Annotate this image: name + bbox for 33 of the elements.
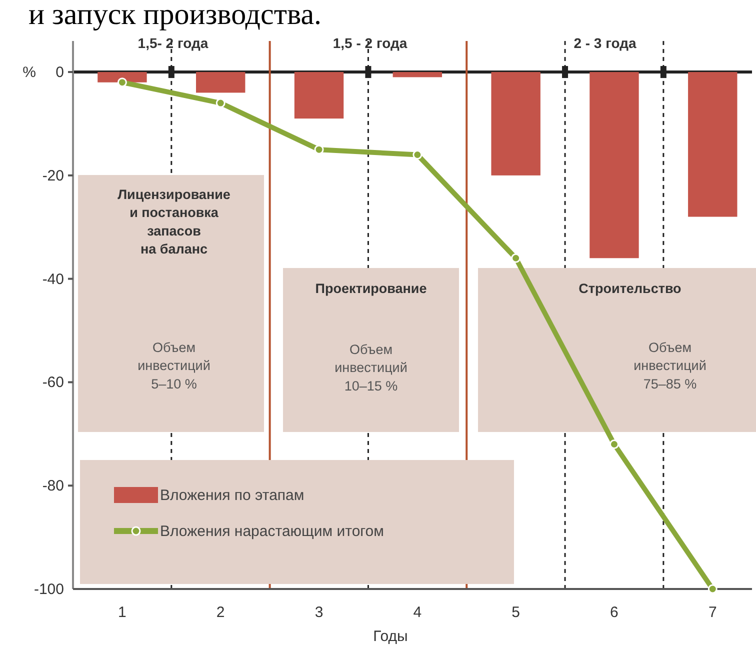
x-tick-label: 5 — [512, 604, 520, 621]
y-tick-label: 0 — [56, 64, 64, 82]
y-axis-title: % — [22, 64, 36, 82]
text: и запуск производства. — [28, 0, 322, 31]
point — [708, 584, 718, 594]
point — [609, 439, 619, 449]
x-tick-label: 6 — [610, 604, 618, 621]
annotation: Объем инвестиций 75–85 % — [634, 340, 706, 392]
x-tick-label: 3 — [314, 604, 324, 621]
annotation: 1,5- 2 года — [138, 35, 208, 51]
annotation: Лицензирование и постановка запасов на баланс — [118, 187, 231, 257]
point — [511, 253, 521, 263]
annotation: Объем инвестиций 10–15 % — [334, 342, 408, 394]
legend-label: Вложения нарастающим итогом — [160, 523, 384, 540]
x-tick-label: 4 — [413, 604, 422, 621]
y-tick-label: -60 — [42, 374, 64, 392]
y-tick-label: -100 — [34, 581, 64, 598]
x-tick-label: 1 — [118, 604, 126, 621]
x-tick-label: 7 — [708, 604, 717, 621]
x-tick-label: 2 — [216, 604, 225, 621]
annotation: Строительство — [578, 281, 682, 296]
point — [216, 98, 226, 108]
y-tick-label: -20 — [42, 167, 64, 184]
x-axis-title: Годы — [373, 628, 408, 645]
y-tick-label: -80 — [42, 478, 64, 495]
point — [314, 144, 324, 154]
annotation: Проектирование — [315, 281, 428, 296]
legend-label: Вложения по этапам — [160, 487, 304, 504]
annotation: 2 - 3 года — [574, 35, 637, 51]
annotation: Объем инвестиций 5–10 % — [138, 340, 210, 392]
y-tick-label: -40 — [42, 270, 64, 288]
annotation: 1,5 - 2 года — [332, 35, 408, 51]
point — [117, 78, 127, 88]
